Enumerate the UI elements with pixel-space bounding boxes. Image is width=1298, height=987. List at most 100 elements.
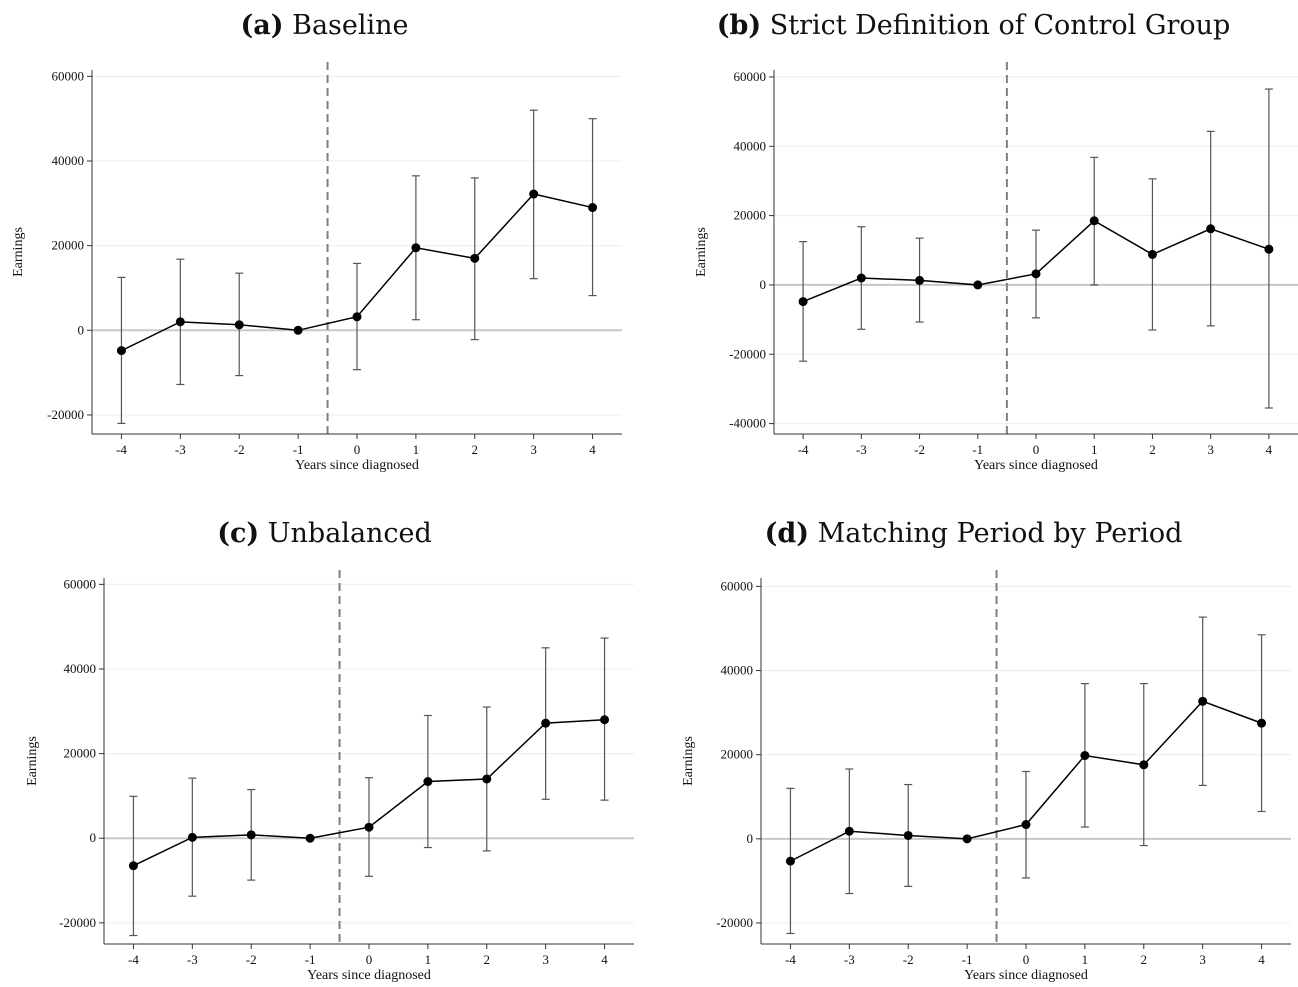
x-tick-label: -1 xyxy=(962,952,973,967)
panel-unbalanced: (c) Unbalanced -20000 0 20000 40000 60000 -4-… xyxy=(0,500,649,987)
x-tick-label: -1 xyxy=(305,952,316,967)
data-point xyxy=(588,203,598,213)
chart-unbalanced: -20000 0 20000 40000 60000 -4 -3 -2 -1 0 1 2 3 4 Years… xyxy=(25,570,634,983)
y-tick-label: -20000 xyxy=(47,407,84,422)
data-point xyxy=(844,826,854,836)
x-tick-label: 2 xyxy=(1149,442,1156,457)
panel-tag: (a) xyxy=(240,10,284,41)
data-point xyxy=(175,317,185,327)
y-axis-title: Earnings xyxy=(11,227,26,277)
x-tick-label: 3 xyxy=(530,442,537,457)
panel-title: (d) Matching Period by Period xyxy=(649,518,1298,549)
data-point xyxy=(364,822,374,832)
y-tick-label: 60000 xyxy=(734,69,767,84)
y-tick-label: 40000 xyxy=(52,153,85,168)
x-tick-label: -3 xyxy=(187,952,198,967)
y-tick-label: 40000 xyxy=(721,663,754,678)
data-point xyxy=(973,280,983,290)
chart-matching: -20000 0 20000 40000 60000 -4 -3 -2 -1 0 1 2 3 4 Years… xyxy=(681,570,1291,983)
x-tick-label: -3 xyxy=(175,442,186,457)
panel-tag: (c) xyxy=(217,518,260,549)
data-point xyxy=(1257,718,1267,728)
y-tick-label: -20000 xyxy=(729,346,766,361)
panel-title-text: Baseline xyxy=(292,10,409,41)
data-point xyxy=(1147,249,1157,259)
data-point xyxy=(1264,244,1274,254)
x-tick-label: 2 xyxy=(1141,952,1148,967)
data-point xyxy=(1080,751,1090,761)
x-tick-label: 0 xyxy=(1033,442,1040,457)
x-tick-label: 3 xyxy=(1207,442,1214,457)
data-point xyxy=(482,774,492,784)
data-point xyxy=(856,273,866,283)
x-tick-label: -2 xyxy=(903,952,914,967)
panel-title-text: Matching Period by Period xyxy=(817,518,1183,549)
chart-baseline: -20000 0 20000 40000 60000 -4 -3 -2 -1 0 1 2 3 4 Years… xyxy=(11,62,622,473)
y-tick-label: 0 xyxy=(760,277,767,292)
panel-title-text: Unbalanced xyxy=(267,518,432,549)
x-tick-label: -1 xyxy=(293,442,304,457)
x-tick-label: -3 xyxy=(844,952,855,967)
x-tick-label: 3 xyxy=(542,952,549,967)
y-tick-label: -20000 xyxy=(59,915,96,930)
x-tick-label: 1 xyxy=(1082,952,1089,967)
x-axis-title: Years since diagnosed xyxy=(307,968,431,983)
data-point xyxy=(1089,216,1099,226)
x-tick-label: 1 xyxy=(1091,442,1098,457)
x-axis-title: Years since diagnosed xyxy=(295,458,419,473)
y-tick-label: -40000 xyxy=(729,416,766,431)
data-point xyxy=(962,834,972,844)
data-point xyxy=(1021,820,1031,830)
y-tick-label: 40000 xyxy=(64,661,97,676)
y-tick-label: 60000 xyxy=(64,576,97,591)
data-point xyxy=(1139,760,1149,770)
panel-baseline: (a) Baseline -20000 0 20000 40000 60000 -4 -3 -… xyxy=(0,0,649,490)
panel-tag: (b) xyxy=(716,10,762,41)
x-tick-label: -4 xyxy=(798,442,809,457)
y-tick-label: -20000 xyxy=(716,915,753,930)
y-tick-label: 20000 xyxy=(721,747,754,762)
data-point xyxy=(798,297,808,307)
x-tick-label: 4 xyxy=(1266,442,1273,457)
panel-matching: (d) Matching Period by Period -20000 0 200… xyxy=(649,500,1298,987)
x-tick-label: -1 xyxy=(972,442,983,457)
data-point xyxy=(903,830,913,840)
y-tick-label: 20000 xyxy=(52,238,85,253)
x-tick-label: 1 xyxy=(425,952,432,967)
x-tick-label: -4 xyxy=(116,442,127,457)
y-axis-title: Earnings xyxy=(694,227,709,277)
panel-title-text: Strict Definition of Control Group xyxy=(769,10,1231,41)
data-point xyxy=(1206,224,1216,234)
data-point xyxy=(470,253,480,263)
data-point xyxy=(915,275,925,285)
y-axis-title: Earnings xyxy=(681,736,696,786)
data-point xyxy=(234,320,244,330)
data-point xyxy=(305,833,315,843)
data-point xyxy=(600,715,610,725)
x-tick-label: -2 xyxy=(914,442,925,457)
data-point xyxy=(541,718,551,728)
x-axis-title: Years since diagnosed xyxy=(974,458,1098,473)
x-tick-label: 4 xyxy=(601,952,608,967)
data-point xyxy=(529,189,539,199)
x-axis-title: Years since diagnosed xyxy=(964,968,1088,983)
x-tick-label: -4 xyxy=(128,952,139,967)
y-tick-label: 20000 xyxy=(734,208,767,223)
data-point xyxy=(128,861,138,871)
data-point xyxy=(411,243,421,253)
x-tick-label: -3 xyxy=(856,442,867,457)
y-axis-title: Earnings xyxy=(25,736,40,786)
x-tick-label: 4 xyxy=(1258,952,1265,967)
panel-title: (b) Strict Definition of Control Group xyxy=(649,10,1298,41)
data-point xyxy=(187,832,197,842)
x-tick-label: 0 xyxy=(366,952,373,967)
x-tick-label: 2 xyxy=(484,952,491,967)
y-tick-label: 60000 xyxy=(52,68,85,83)
data-point xyxy=(1031,269,1041,279)
x-tick-label: 4 xyxy=(589,442,596,457)
x-tick-label: 2 xyxy=(472,442,479,457)
x-tick-label: 1 xyxy=(413,442,420,457)
x-tick-label: 0 xyxy=(354,442,361,457)
y-tick-label: 0 xyxy=(90,830,97,845)
y-tick-label: 0 xyxy=(747,831,754,846)
